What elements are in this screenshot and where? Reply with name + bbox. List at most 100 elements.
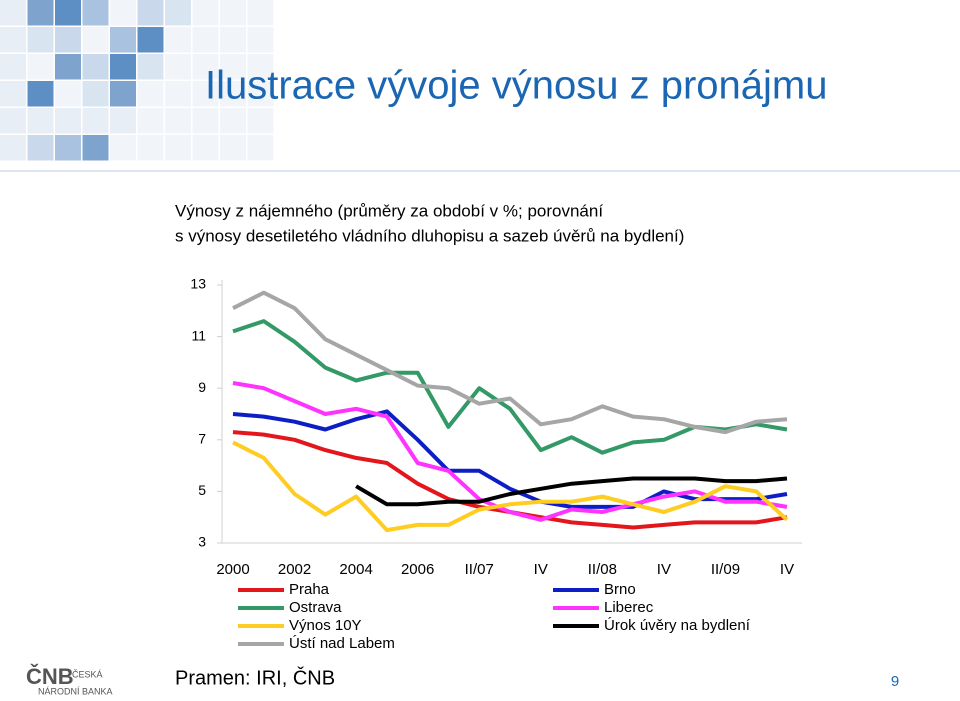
mosaic-tile bbox=[82, 81, 109, 107]
legend-label: Liberec bbox=[604, 599, 654, 616]
mosaic-tile bbox=[137, 54, 164, 80]
chart-title: Výnosy z nájemného (průměry za období v … bbox=[175, 201, 603, 220]
mosaic-tile bbox=[55, 108, 81, 134]
mosaic-tile bbox=[165, 81, 191, 107]
mosaic-tile bbox=[27, 54, 54, 80]
legend-label: Ústí nad Labem bbox=[289, 635, 395, 652]
mosaic-tile bbox=[137, 0, 164, 26]
x-tick-label: 2006 bbox=[401, 561, 434, 578]
x-tick-label: 2002 bbox=[278, 561, 311, 578]
x-tick-label: IV bbox=[780, 561, 794, 578]
mosaic-tile bbox=[0, 81, 26, 107]
legend-label: Úrok úvěry na bydlení bbox=[604, 617, 751, 634]
mosaic-tile bbox=[137, 135, 164, 161]
mosaic-tile bbox=[220, 27, 246, 53]
mosaic-tile bbox=[192, 0, 219, 26]
y-tick-label: 13 bbox=[190, 276, 206, 292]
mosaic-tile bbox=[55, 54, 81, 80]
mosaic-tile bbox=[110, 27, 136, 53]
mosaic-tile bbox=[82, 135, 109, 161]
mosaic-tile bbox=[27, 0, 54, 26]
mosaic-tile bbox=[192, 108, 219, 134]
mosaic-tile bbox=[137, 27, 164, 53]
mosaic-tile bbox=[110, 135, 136, 161]
mosaic-tile bbox=[192, 54, 219, 80]
mosaic-tile bbox=[82, 108, 109, 134]
mosaic-tile bbox=[0, 27, 26, 53]
header-rule bbox=[0, 170, 960, 172]
mosaic-tile bbox=[220, 135, 246, 161]
mosaic-tile bbox=[0, 0, 26, 26]
y-tick-label: 5 bbox=[198, 482, 206, 498]
mosaic-tile bbox=[55, 135, 81, 161]
x-tick-label: 2000 bbox=[216, 561, 249, 578]
mosaic-tile bbox=[82, 54, 109, 80]
legend-label: Brno bbox=[604, 581, 636, 598]
series-line bbox=[232, 381, 788, 522]
slide-title: Ilustrace vývoje výnosu z pronájmu bbox=[205, 64, 828, 108]
mosaic-tile bbox=[192, 81, 219, 107]
mosaic-tile bbox=[82, 27, 109, 53]
mosaic-tile bbox=[247, 108, 274, 134]
mosaic-tile bbox=[0, 54, 26, 80]
mosaic-tile bbox=[247, 0, 274, 26]
mosaic-tile bbox=[27, 81, 54, 107]
mosaic-tile bbox=[247, 135, 274, 161]
legend-label: Ostrava bbox=[289, 599, 342, 616]
page-number: 9 bbox=[891, 673, 899, 690]
mosaic-tile bbox=[165, 135, 191, 161]
y-tick-label: 3 bbox=[198, 534, 206, 550]
mosaic-tile bbox=[165, 27, 191, 53]
mosaic-tile bbox=[0, 108, 26, 134]
series-line bbox=[232, 409, 788, 509]
mosaic-tile bbox=[165, 0, 191, 26]
mosaic-tile bbox=[165, 108, 191, 134]
logo-text: ČESKÁ bbox=[72, 669, 103, 679]
mosaic-tile bbox=[247, 54, 274, 80]
x-tick-label: IV bbox=[657, 561, 671, 578]
series-line bbox=[232, 290, 788, 435]
mosaic-tile bbox=[220, 54, 246, 80]
series-line bbox=[232, 319, 788, 455]
mosaic-tile bbox=[220, 0, 246, 26]
mosaic-tile bbox=[110, 0, 136, 26]
mosaic-tile bbox=[82, 0, 109, 26]
mosaic-tile bbox=[55, 0, 81, 26]
legend-label: Praha bbox=[289, 581, 330, 598]
x-tick-label: II/07 bbox=[465, 561, 494, 578]
mosaic-tile bbox=[55, 81, 81, 107]
x-tick-label: II/08 bbox=[588, 561, 617, 578]
y-tick-label: 7 bbox=[198, 431, 206, 447]
mosaic bbox=[0, 0, 274, 161]
x-tick-label: IV bbox=[534, 561, 548, 578]
mosaic-tile bbox=[0, 135, 26, 161]
mosaic-tile bbox=[110, 108, 136, 134]
mosaic-tile bbox=[165, 54, 191, 80]
x-tick-label: 2004 bbox=[339, 561, 372, 578]
mosaic-tile bbox=[110, 81, 136, 107]
mosaic-tile bbox=[247, 81, 274, 107]
logo-mark: ČNB bbox=[26, 664, 74, 689]
mosaic-tile bbox=[27, 27, 54, 53]
mosaic-tile bbox=[220, 81, 246, 107]
y-tick-label: 9 bbox=[198, 379, 206, 395]
mosaic-tile bbox=[110, 54, 136, 80]
x-tick-label: II/09 bbox=[711, 561, 740, 578]
mosaic-tile bbox=[220, 108, 246, 134]
mosaic-tile bbox=[247, 27, 274, 53]
mosaic-tile bbox=[27, 135, 54, 161]
legend-label: Výnos 10Y bbox=[289, 617, 362, 634]
mosaic-tile bbox=[192, 135, 219, 161]
mosaic-tile bbox=[55, 27, 81, 53]
source: Pramen: IRI, ČNB bbox=[175, 666, 335, 689]
mosaic-tile bbox=[137, 81, 164, 107]
series-line bbox=[232, 440, 789, 533]
series-line bbox=[355, 476, 788, 507]
y-tick-label: 11 bbox=[191, 327, 206, 343]
logo-text: NÁRODNÍ BANKA bbox=[38, 686, 113, 696]
mosaic-tile bbox=[192, 27, 219, 53]
mosaic-tile bbox=[137, 108, 164, 134]
chart-title: s výnosy desetiletého vládního dluhopisu… bbox=[175, 226, 684, 245]
mosaic-tile bbox=[27, 108, 54, 134]
